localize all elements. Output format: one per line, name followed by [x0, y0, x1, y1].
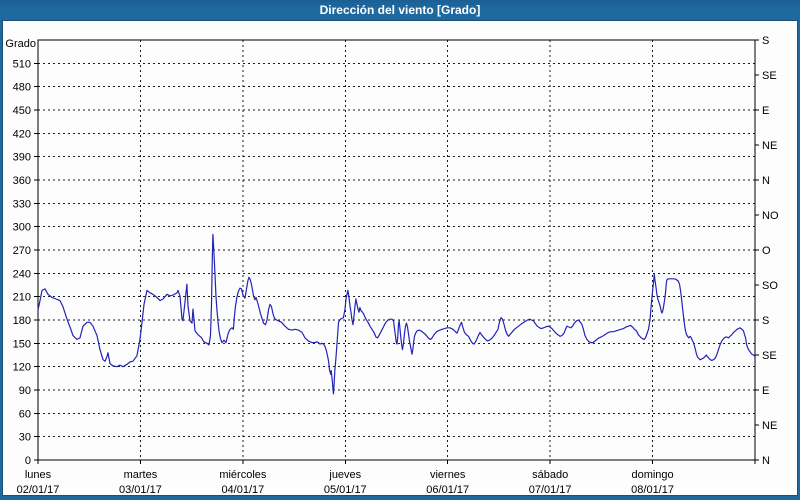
- compass-tick-label: O: [762, 245, 771, 257]
- compass-tick-label: NO: [762, 210, 779, 222]
- chart-title: Dirección del viento [Grado]: [319, 3, 481, 17]
- compass-tick-label: N: [762, 175, 770, 187]
- y-left-tick-label: 120: [13, 362, 31, 374]
- compass-tick-label: SO: [762, 280, 778, 292]
- day-name-label: domingo: [631, 469, 673, 481]
- day-date-label: 02/01/17: [17, 484, 60, 495]
- day-date-label: 07/01/17: [529, 484, 572, 495]
- compass-tick-label: E: [762, 105, 769, 117]
- y-axis-title: Grado: [5, 38, 36, 50]
- wind-direction-chart: 0 30 60 90 120 150 180 210 240 270 300 330 360 390 420…: [5, 35, 779, 495]
- day-name-label: martes: [124, 469, 158, 481]
- compass-tick-label: N: [762, 455, 770, 467]
- y-left-tick-label: 390: [13, 152, 31, 164]
- compass-tick-label: S: [762, 315, 769, 327]
- y-left-tick-label: 60: [19, 408, 31, 420]
- day-date-label: 08/01/17: [631, 484, 674, 495]
- y-left-tick-label: 300: [13, 222, 31, 234]
- y-left-tick-label: 330: [13, 198, 31, 210]
- y-left-tick-label: 420: [13, 128, 31, 140]
- y-left-tick-label: 480: [13, 82, 31, 94]
- title-bar: Dirección del viento [Grado]: [0, 0, 800, 20]
- y-left-tick-label: 240: [13, 268, 31, 280]
- day-date-label: 05/01/17: [324, 484, 367, 495]
- day-name-label: miércoles: [219, 469, 267, 481]
- compass-tick-label: S: [762, 35, 769, 47]
- compass-tick-label: NE: [762, 140, 777, 152]
- y-left-tick-label: 210: [13, 292, 31, 304]
- y-left-tick-label: 150: [13, 338, 31, 350]
- y-left-tick-label: 180: [13, 315, 31, 327]
- compass-tick-label: SE: [762, 350, 777, 362]
- day-name-label: viernes: [430, 469, 466, 481]
- day-name-label: jueves: [328, 469, 361, 481]
- day-date-label: 03/01/17: [119, 484, 162, 495]
- y-left-tick-label: 510: [13, 58, 31, 70]
- day-name-label: sábado: [532, 469, 568, 481]
- day-date-label: 06/01/17: [426, 484, 469, 495]
- plot-border: [37, 39, 756, 461]
- y-left-tick-label: 0: [25, 455, 31, 467]
- y-left-tick-label: 270: [13, 245, 31, 257]
- y-left-tick-label: 450: [13, 105, 31, 117]
- y-left-tick-label: 30: [19, 432, 31, 444]
- day-date-label: 04/01/17: [221, 484, 264, 495]
- compass-tick-label: E: [762, 385, 769, 397]
- compass-tick-label: NE: [762, 420, 777, 432]
- y-left-tick-label: 90: [19, 385, 31, 397]
- y-left-tick-label: 360: [13, 175, 31, 187]
- wind-direction-line: [37, 233, 756, 395]
- day-name-label: lunes: [25, 469, 52, 481]
- compass-tick-label: SE: [762, 70, 777, 82]
- chart-area: 0 30 60 90 120 150 180 210 240 270 300 330 360 390 420…: [2, 20, 798, 496]
